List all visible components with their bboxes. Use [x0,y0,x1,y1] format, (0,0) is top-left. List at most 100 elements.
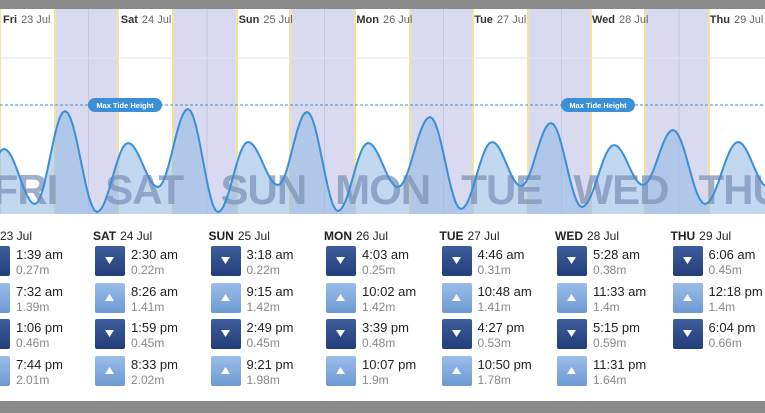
tide-time: 9:15 am [246,283,294,299]
header-day: Thu 29 Jul [710,14,764,26]
arrow-shape [567,330,576,337]
tide-height: 1.42m [246,299,280,314]
day-name: MON [324,229,352,243]
tide-icon-down [210,246,241,276]
tide-time: 4:03 am [362,247,409,262]
tide-height: 0.48m [362,336,396,350]
tide-icon-down [557,319,587,349]
tide-time: 11:31 pm [593,356,647,372]
arrow-shape [105,257,114,264]
tide-height: 1.4m [708,299,736,314]
tide-height: 0.31m [477,263,511,277]
arrow [336,366,345,374]
tide-icon-up [672,282,703,313]
header-day-name: Mon [356,14,379,26]
day-header: THU 29 Jul [671,229,732,243]
header-date: 25 Jul [263,14,292,26]
arrow-shape [220,330,230,337]
day-date: 23 Jul [0,229,33,243]
arrow [336,330,345,337]
tide-time: 7:44 pm [16,356,63,372]
tide-icon-down [210,319,241,349]
tide-icon-down [326,319,356,349]
tide-height: 0.22m [131,263,165,277]
tide-time: 12:18 pm [708,283,763,299]
header-day: Tue 27 Jul [474,14,526,26]
arrow-shape [682,257,692,264]
day-name: WED [555,229,583,243]
bottom-bar [0,401,765,413]
arrow [105,293,114,301]
arrow [220,366,230,374]
header-date: 24 Jul [142,14,171,26]
header-day-name: Thu [710,14,730,26]
arrow [451,366,461,374]
day-date: 24 Jul [120,229,153,243]
big-day-label: FRI [0,166,57,213]
tide-icon-down [672,246,703,276]
tide-time: 8:26 am [131,283,178,299]
day-name: SUN [208,229,234,243]
header-date: 27 Jul [497,14,526,26]
header-day: Sun 25 Jul [239,14,293,26]
arrow-shape [567,257,576,264]
tide-time: 9:21 pm [246,356,294,372]
tide-height: 0.25m [362,263,396,277]
tide-height: 1.98m [246,372,280,387]
tide-time: 10:48 am [477,283,532,299]
tide-time: 6:04 pm [708,320,756,335]
header-day: Sat 24 Jul [121,14,171,26]
header-day-name: Wed [592,14,615,26]
arrow [105,366,114,374]
tide-icon-down [95,246,125,276]
tide-height: 0.38m [593,263,627,277]
arrow [105,330,114,337]
tide-icon-down [557,246,587,276]
arrow [567,293,576,301]
arrow [220,257,230,264]
big-day-label: MON [335,166,430,213]
big-day-label: SUN [221,166,307,213]
tide-height: 0.27m [16,263,50,277]
big-day-label: SAT [105,166,184,213]
tide-time: 10:02 am [362,283,417,299]
arrow-shape [220,257,230,264]
tide-time: 1:06 pm [16,320,63,335]
big-day-label: THU [699,166,765,213]
header-date: 23 Jul [21,14,50,26]
tide-height: 0.59m [593,336,627,350]
arrow [105,257,114,264]
tide-height: 0.45m [246,336,280,350]
tide-time: 4:27 pm [477,320,525,335]
tide-icon-up [95,355,125,386]
arrow-shape [220,293,230,301]
arrow-shape [336,257,345,264]
header-day-name: Fri [3,14,17,26]
arrow [567,257,576,264]
arrow-shape [567,366,576,374]
arrow-shape [105,330,114,337]
arrow [682,257,692,264]
tide-height: 1.39m [16,299,50,314]
arrow-shape [105,293,114,301]
tide-height: 1.64m [593,372,627,387]
arrow [567,366,576,374]
arrow-shape [567,293,576,301]
day-date: 27 Jul [467,229,500,243]
tide-time: 3:39 pm [362,320,409,335]
tide-time: 3:18 am [246,247,294,262]
tide-icon-down [441,319,472,349]
tide-icon-up [0,355,10,386]
tide-height: 2.02m [131,372,165,387]
tide-icon-down [0,319,10,349]
arrow-shape [336,293,345,301]
header-date: 28 Jul [619,14,648,26]
arrow [220,330,230,337]
tide-time: 2:30 am [131,247,178,262]
arrow [336,257,345,264]
tide-height: 0.66m [708,336,742,350]
day-header: 23 Jul [0,229,32,243]
max-tide-pill [88,98,162,112]
tide-icon-down [672,319,703,349]
tide-height: 1.41m [477,299,511,314]
